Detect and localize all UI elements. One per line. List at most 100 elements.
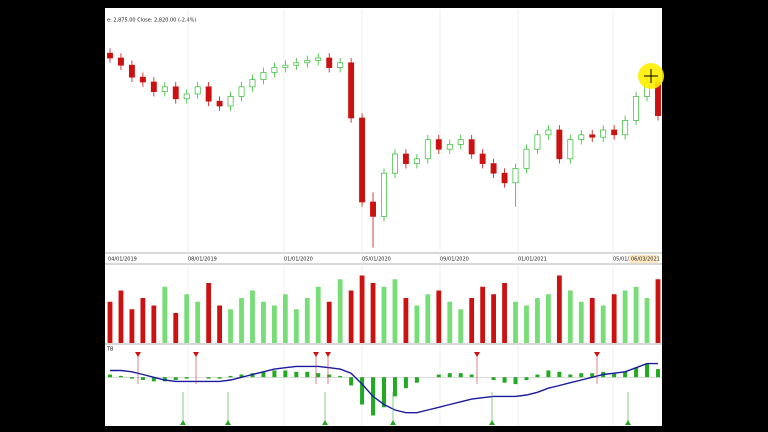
date-highlight [630,255,658,263]
volume-bar [206,283,212,343]
candle-body [315,57,322,61]
candle-body [128,64,135,78]
candle-body [227,96,234,107]
date-label: 09/01/2020 [440,257,469,263]
histogram-bar [140,377,145,380]
candle-body [348,62,355,119]
histogram-bar [360,377,365,405]
histogram-bar [447,373,452,378]
volume-bar [425,294,431,343]
sell-signal [135,352,141,357]
volume-bar [315,286,321,343]
candle-body [359,117,366,203]
candle-body [150,81,157,92]
volume-bar [129,309,135,343]
candle-body [512,168,519,184]
volume-bar [524,305,529,343]
candle-body [413,158,420,164]
volume-bar [107,301,113,343]
volume-bar [326,301,332,343]
candle-body [446,144,453,150]
candle-body [633,96,640,121]
candle-body [435,139,442,150]
histogram-bar [535,374,540,378]
volume-bar [589,298,595,343]
sell-signal [193,352,199,357]
candle-body [271,67,278,73]
volume-bar [304,298,310,343]
volume-bar [469,298,475,343]
histogram-bar [458,373,463,378]
volume-bar [535,298,540,343]
volume-bar [578,301,584,343]
volume-bar [293,309,299,343]
histogram-bar [129,377,134,379]
volume-bar [348,290,354,343]
histogram-bar [645,363,650,378]
candle-body [501,172,508,184]
indicator-line [110,362,658,414]
volume-bar [118,290,124,343]
candle-body [600,129,607,138]
volume-bar [337,279,343,343]
volume-bar [151,305,157,343]
volume-bar [556,275,562,343]
volume-bar [622,290,628,343]
candle-body [457,139,464,145]
volume-bar [502,283,507,343]
indicator-label: TB [106,347,114,353]
histogram-bar [590,373,595,378]
histogram-bar [612,373,617,378]
histogram-bar [557,371,562,378]
candle-body [402,153,409,164]
volume-bar [261,301,266,343]
candle-body [326,57,333,68]
mouse-cursor [638,63,664,89]
histogram-bar [568,374,573,378]
histogram-bar [151,377,156,382]
candle-body [293,62,300,66]
buy-signal [489,420,495,425]
candle-body [392,153,398,174]
sell-signal [474,352,480,357]
chart-window [105,8,662,426]
histogram-bar [118,375,123,378]
volume-bar [480,286,486,343]
signal-markers [135,352,631,425]
volume-bar [140,298,146,343]
histogram-bar [327,374,332,378]
date-label: 05/01/2020 [362,257,391,263]
volume-bar [162,286,168,343]
volume-bar [513,301,518,343]
candle-body [260,72,267,80]
vertical-grid [187,10,614,426]
histogram-bar [524,377,529,380]
candle-body [523,148,530,169]
candle-body [556,129,563,160]
candle-body [490,163,497,174]
candle-body [479,153,486,164]
volume-bar [381,286,387,343]
buy-signal [390,420,396,425]
histogram-bar [392,377,397,397]
histogram-bar [305,371,310,378]
histogram-bar [184,377,189,379]
histogram-bar [283,370,288,378]
candle-body [107,52,113,59]
candle-body [424,139,431,160]
candle-body [622,120,629,136]
histogram-bar [546,370,551,378]
candle-body [161,86,168,92]
histogram-bar [634,367,639,378]
histogram-bar [623,371,628,378]
volume-bar [633,286,639,343]
candle-body [304,60,311,64]
candle-body [249,79,256,88]
histogram-bar [349,377,354,386]
candle-body [118,57,124,66]
candle-body [172,86,179,100]
volume-bar [436,290,442,343]
volume-bar [644,298,650,343]
volume-bar [491,294,496,343]
